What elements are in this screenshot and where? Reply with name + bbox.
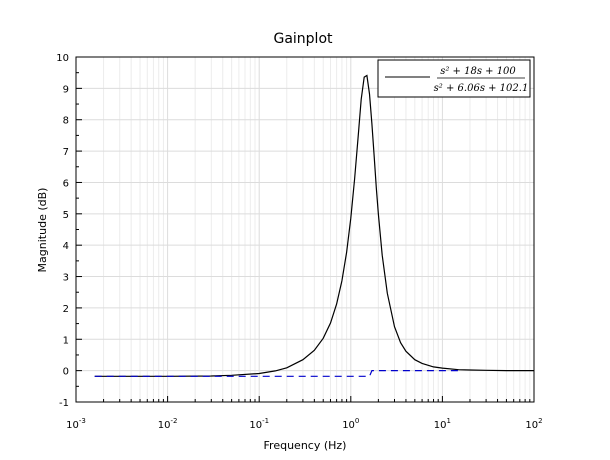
x-tick-label: 101 — [434, 417, 451, 431]
plot-area — [75, 56, 535, 403]
y-tick-label: 3 — [63, 273, 69, 284]
x-tick-label: 10-3 — [66, 417, 86, 431]
y-tick-label: 9 — [63, 84, 69, 95]
y-tick-label: 0 — [63, 367, 69, 378]
legend-denominator: s² + 6.06s + 102.1 — [434, 83, 529, 94]
y-tick-label: 7 — [63, 147, 69, 158]
y-tick-label: 10 — [56, 53, 69, 64]
x-axis-label: Frequency (Hz) — [264, 439, 347, 452]
grid — [75, 56, 535, 403]
chart-title: Gainplot — [273, 31, 333, 47]
y-axis-label: Magnitude (dB) — [36, 188, 49, 273]
y-tick-label: 2 — [63, 304, 69, 315]
y-tick-label: 4 — [63, 241, 69, 252]
y-tick-label: 6 — [63, 178, 69, 189]
y-tick-label: 8 — [63, 116, 69, 127]
legend-numerator: s² + 18s + 100 — [440, 66, 516, 77]
x-tick-label: 10-1 — [249, 417, 269, 431]
legend: s² + 18s + 100 s² + 6.06s + 102.1 — [377, 59, 531, 98]
axis-ticks: -1 0 1 2 3 4 5 6 7 8 9 10 10-3 10-2 10-1 100 101 102 — [56, 53, 542, 431]
series-line-dashed — [94, 370, 459, 377]
y-tick-label: -1 — [59, 398, 69, 409]
x-tick-label: 10-2 — [158, 417, 178, 431]
series-group — [94, 74, 534, 377]
legend-box — [377, 59, 531, 98]
x-tick-label: 102 — [525, 417, 542, 431]
series-line-gain — [94, 74, 534, 377]
y-tick-label: 1 — [63, 335, 69, 346]
y-tick-label: 5 — [63, 210, 69, 221]
x-tick-label: 100 — [342, 417, 359, 431]
